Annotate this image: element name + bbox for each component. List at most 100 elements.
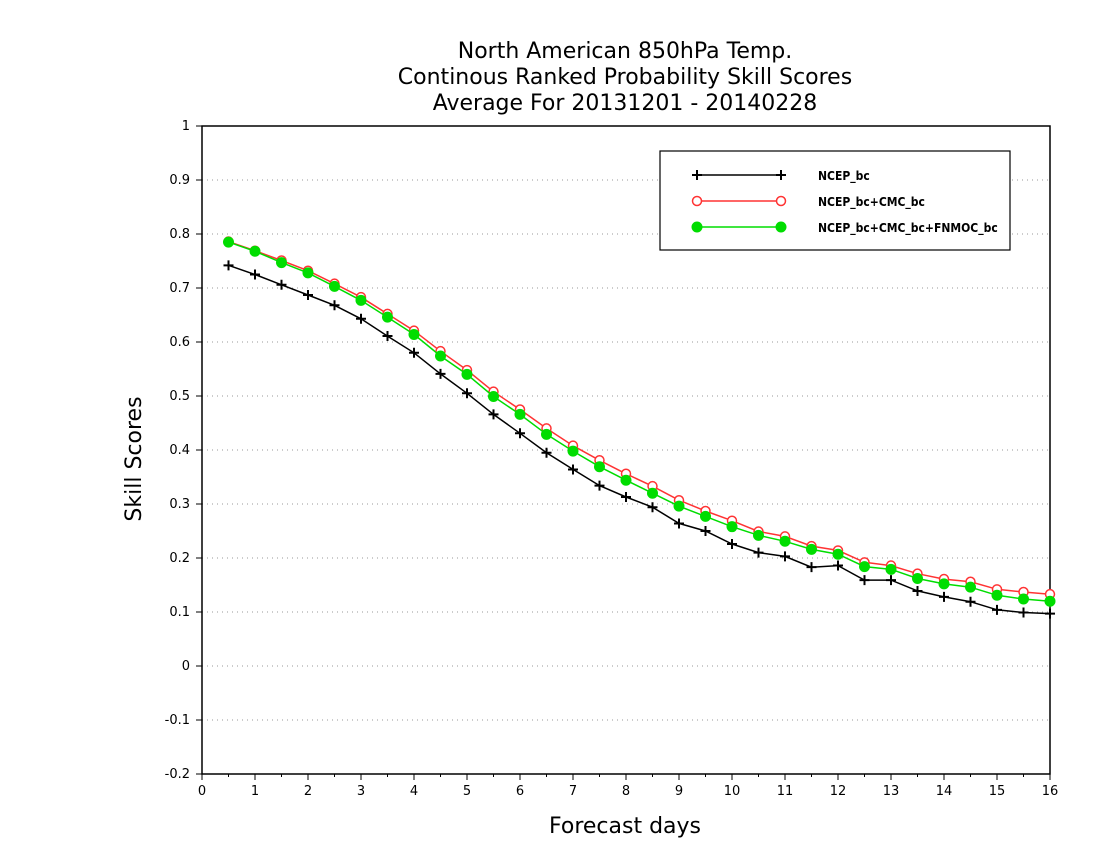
chart-title: North American 850hPa Temp. Continous Ra…	[398, 39, 852, 116]
data-point	[621, 491, 631, 502]
data-point	[780, 551, 790, 562]
series-1	[223, 260, 1055, 619]
y-tick-label: 0.4	[169, 443, 190, 458]
legend: NCEP_bc NCEP_bc+CMC_bc NCEP_bc+CMC_bc+FN…	[659, 150, 1011, 251]
y-tick-label: -0.2	[165, 767, 190, 782]
data-point	[965, 581, 976, 593]
data-point	[859, 575, 870, 586]
x-tick-label: 7	[569, 784, 577, 799]
data-point	[886, 575, 896, 586]
x-tick-label: 1	[251, 784, 259, 799]
data-point	[541, 447, 552, 458]
x-tick-label: 9	[675, 784, 683, 799]
x-tick-label: 16	[1042, 784, 1059, 799]
data-point	[727, 538, 737, 549]
data-point	[249, 245, 261, 257]
data-point	[965, 596, 976, 607]
data-point	[912, 573, 923, 585]
series-line	[228, 264, 1051, 615]
series-2	[223, 236, 1056, 600]
data-point	[382, 331, 393, 342]
series-3	[223, 236, 1056, 607]
x-tick-label: 2	[304, 784, 312, 799]
y-tick-label: 0.3	[169, 497, 190, 512]
x-tick-label: 10	[724, 784, 741, 799]
data-point	[594, 480, 605, 491]
data-point	[515, 428, 525, 439]
data-point	[833, 560, 843, 571]
data-point	[1018, 607, 1029, 618]
data-point	[329, 300, 340, 311]
data-point	[303, 290, 313, 301]
data-point	[461, 368, 473, 380]
data-point	[753, 547, 764, 558]
data-point	[939, 591, 949, 602]
data-point	[700, 526, 711, 536]
x-tick-label: 15	[989, 784, 1006, 799]
legend-label-ncep-bc-cmc-bc-fnmoc-bc: NCEP_bc+CMC_bc+FNMOC_bc	[818, 221, 998, 236]
y-tick-label: 1	[182, 119, 190, 134]
legend-marker	[776, 170, 786, 180]
data-point	[435, 350, 446, 362]
y-tick-label: 0.7	[169, 281, 190, 296]
x-tick-label: 6	[516, 784, 524, 799]
data-point	[514, 408, 526, 420]
data-point	[356, 313, 366, 324]
data-point	[912, 585, 923, 596]
data-point	[302, 267, 314, 279]
x-tick-label: 0	[198, 784, 206, 799]
x-tick-label: 8	[622, 784, 630, 799]
y-axis-title: Skill Scores	[122, 396, 147, 521]
legend-marker	[692, 170, 702, 180]
data-point	[992, 604, 1002, 615]
data-point	[991, 589, 1003, 601]
data-point	[806, 543, 817, 555]
data-point	[859, 561, 870, 573]
title-line-2: Continous Ranked Probability Skill Score…	[398, 65, 852, 90]
data-point	[726, 521, 738, 533]
series-line	[228, 240, 1051, 595]
data-point	[276, 279, 287, 290]
y-tick-label: 0.2	[169, 551, 190, 566]
data-point	[1045, 608, 1055, 619]
data-point	[620, 474, 632, 486]
legend-marker	[775, 195, 787, 207]
data-point	[647, 487, 658, 499]
legend-marker	[775, 221, 787, 233]
data-point	[779, 535, 791, 547]
data-point	[250, 269, 260, 280]
legend-marker	[691, 195, 703, 207]
x-tick-label: 3	[357, 784, 365, 799]
data-point	[673, 500, 685, 512]
y-tick-label: -0.1	[165, 713, 190, 728]
data-point	[435, 368, 446, 379]
gridlines	[202, 179, 1050, 721]
legend-marker	[691, 221, 703, 233]
y-tick-label: 0	[182, 659, 190, 674]
data-point	[541, 428, 552, 440]
y-tick-label: 0.6	[169, 335, 190, 350]
x-tick-label: 11	[777, 784, 794, 799]
series-line	[228, 241, 1051, 602]
data-point	[355, 294, 367, 306]
legend-entries: NCEP_bc NCEP_bc+CMC_bc NCEP_bc+CMC_bc+FN…	[691, 169, 998, 236]
data-point	[276, 257, 287, 269]
data-point	[223, 260, 234, 271]
data-point	[647, 502, 658, 513]
data-point	[329, 280, 340, 292]
data-point	[567, 445, 579, 457]
legend-label-ncep-bc-cmc-bc: NCEP_bc+CMC_bc	[818, 195, 925, 210]
y-tick-label: 0.1	[169, 605, 190, 620]
series-lines	[223, 236, 1056, 619]
legend-label-ncep-bc: NCEP_bc	[818, 169, 870, 184]
data-point	[462, 388, 472, 399]
data-point	[674, 518, 684, 529]
title-line-1: North American 850hPa Temp.	[458, 39, 793, 64]
y-tick-label: 0.5	[169, 389, 190, 404]
title-line-3: Average For 20131201 - 20140228	[433, 91, 818, 116]
axis-ticks: -0.2-0.100.10.20.30.40.50.60.70.80.910 1 2…	[165, 119, 1059, 799]
x-tick-label: 12	[830, 784, 847, 799]
data-point	[832, 548, 844, 560]
data-point	[409, 347, 419, 358]
